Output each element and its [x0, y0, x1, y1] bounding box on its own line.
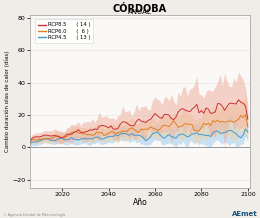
Title: CÓRDOBA: CÓRDOBA	[113, 4, 167, 14]
Text: ANUAL: ANUAL	[128, 9, 152, 15]
X-axis label: Año: Año	[133, 198, 147, 207]
Legend: RCP8.5      ( 14 ), RCP6.0      (  6 ), RCP4.5      ( 13 ): RCP8.5 ( 14 ), RCP6.0 ( 6 ), RCP4.5 ( 13…	[35, 19, 93, 43]
Y-axis label: Cambio duración olas de calor (días): Cambio duración olas de calor (días)	[4, 51, 10, 152]
Text: AEmet: AEmet	[232, 211, 257, 217]
Text: © Agencia Estatal de Meteorología: © Agencia Estatal de Meteorología	[3, 213, 65, 217]
